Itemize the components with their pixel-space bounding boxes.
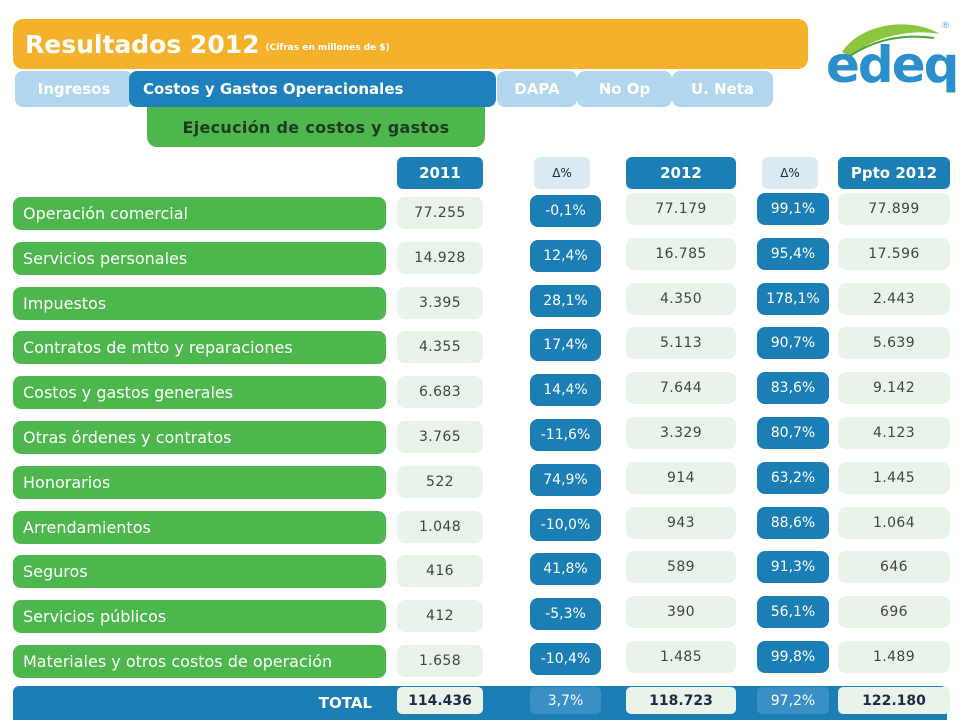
value-2011: 522 xyxy=(397,466,483,498)
value-2011: 4.355 xyxy=(397,331,483,363)
delta-execution: 178,1% xyxy=(757,283,829,315)
delta-2011-2012: 74,9% xyxy=(530,464,601,496)
value-2012: 390 xyxy=(626,596,736,628)
value-2011: 6.683 xyxy=(397,376,483,408)
total-2012: 118.723 xyxy=(626,687,736,714)
value-2011: 416 xyxy=(397,555,483,587)
delta-2011-2012: -0,1% xyxy=(530,195,601,227)
row-label: Otras órdenes y contratos xyxy=(13,421,386,454)
value-2012: 4.350 xyxy=(626,283,736,315)
value-ppto-2012: 1.445 xyxy=(838,462,950,494)
row-label: Impuestos xyxy=(13,287,386,320)
row-label: Costos y gastos generales xyxy=(13,376,386,409)
col-header-2012: 2012 xyxy=(626,157,736,189)
delta-execution: 99,1% xyxy=(757,193,829,225)
value-2011: 14.928 xyxy=(397,242,483,274)
value-2011: 412 xyxy=(397,600,483,632)
value-2011: 1.048 xyxy=(397,511,483,543)
logo-text: edeq xyxy=(826,36,959,94)
value-ppto-2012: 646 xyxy=(838,551,950,583)
delta-2011-2012: 14,4% xyxy=(530,374,601,406)
total-2011: 114.436 xyxy=(397,687,483,714)
page-title: Resultados 2012 xyxy=(25,29,260,59)
value-2012: 5.113 xyxy=(626,327,736,359)
value-2011: 3.765 xyxy=(397,421,483,453)
delta-execution: 88,6% xyxy=(757,507,829,539)
delta-execution: 90,7% xyxy=(757,327,829,359)
delta-2011-2012: -11,6% xyxy=(530,419,601,451)
delta-2011-2012: 17,4% xyxy=(530,329,601,361)
delta-2011-2012: 28,1% xyxy=(530,285,601,317)
row-label: Materiales y otros costos de operación xyxy=(13,645,386,678)
value-2012: 1.485 xyxy=(626,641,736,673)
tab-u-neta[interactable]: U. Neta xyxy=(672,71,773,107)
total-ppto-2012: 122.180 xyxy=(838,687,950,714)
tab-no-op[interactable]: No Op xyxy=(577,71,672,107)
value-2011: 3.395 xyxy=(397,287,483,319)
row-label: Servicios personales xyxy=(13,242,386,275)
delta-execution: 56,1% xyxy=(757,596,829,628)
value-2012: 16.785 xyxy=(626,238,736,270)
delta-execution: 95,4% xyxy=(757,238,829,270)
total-label: TOTAL xyxy=(318,694,372,712)
row-label: Contratos de mtto y reparaciones xyxy=(13,331,386,364)
leaf-icon: ® xyxy=(842,21,950,57)
value-ppto-2012: 17.596 xyxy=(838,238,950,270)
total-delta-2: 97,2% xyxy=(757,687,829,714)
col-header-delta-2: Δ% xyxy=(762,157,818,189)
row-label: Arrendamientos xyxy=(13,511,386,544)
row-label: Operación comercial xyxy=(13,197,386,230)
col-header-ppto-2012: Ppto 2012 xyxy=(838,157,950,189)
value-2012: 943 xyxy=(626,507,736,539)
value-2011: 77.255 xyxy=(397,197,483,229)
title-bar: Resultados 2012 (Cifras en millones de $… xyxy=(13,19,808,69)
delta-2011-2012: -10,0% xyxy=(530,509,601,541)
value-ppto-2012: 2.443 xyxy=(838,283,950,315)
value-ppto-2012: 696 xyxy=(838,596,950,628)
delta-execution: 91,3% xyxy=(757,551,829,583)
total-delta-1: 3,7% xyxy=(530,687,601,714)
tab-dapa[interactable]: DAPA xyxy=(497,71,577,107)
value-2012: 914 xyxy=(626,462,736,494)
value-2011: 1.658 xyxy=(397,645,483,677)
row-label: Seguros xyxy=(13,555,386,588)
delta-2011-2012: -10,4% xyxy=(530,643,601,675)
registered-mark: ® xyxy=(941,21,950,31)
delta-execution: 63,2% xyxy=(757,462,829,494)
tab-ingresos[interactable]: Ingresos xyxy=(15,71,133,107)
value-ppto-2012: 5.639 xyxy=(838,327,950,359)
value-ppto-2012: 4.123 xyxy=(838,417,950,449)
row-label: Servicios públicos xyxy=(13,600,386,633)
delta-execution: 80,7% xyxy=(757,417,829,449)
value-ppto-2012: 1.489 xyxy=(838,641,950,673)
tab-costos-gastos[interactable]: Costos y Gastos Operacionales xyxy=(129,71,496,107)
delta-execution: 99,8% xyxy=(757,641,829,673)
value-2012: 7.644 xyxy=(626,372,736,404)
col-header-2011: 2011 xyxy=(397,157,483,189)
value-ppto-2012: 77.899 xyxy=(838,193,950,225)
delta-2011-2012: -5,3% xyxy=(530,598,601,630)
col-header-delta-1: Δ% xyxy=(534,157,590,189)
page-subtitle: (Cifras en millones de $) xyxy=(265,43,390,53)
value-2012: 589 xyxy=(626,551,736,583)
value-2012: 3.329 xyxy=(626,417,736,449)
value-2012: 77.179 xyxy=(626,193,736,225)
row-label: Honorarios xyxy=(13,466,386,499)
value-ppto-2012: 9.142 xyxy=(838,372,950,404)
edeq-logo: ® edeq xyxy=(822,12,959,100)
subtab-ejecucion[interactable]: Ejecución de costos y gastos xyxy=(147,107,485,147)
value-ppto-2012: 1.064 xyxy=(838,507,950,539)
delta-2011-2012: 41,8% xyxy=(530,553,601,585)
delta-execution: 83,6% xyxy=(757,372,829,404)
delta-2011-2012: 12,4% xyxy=(530,240,601,272)
